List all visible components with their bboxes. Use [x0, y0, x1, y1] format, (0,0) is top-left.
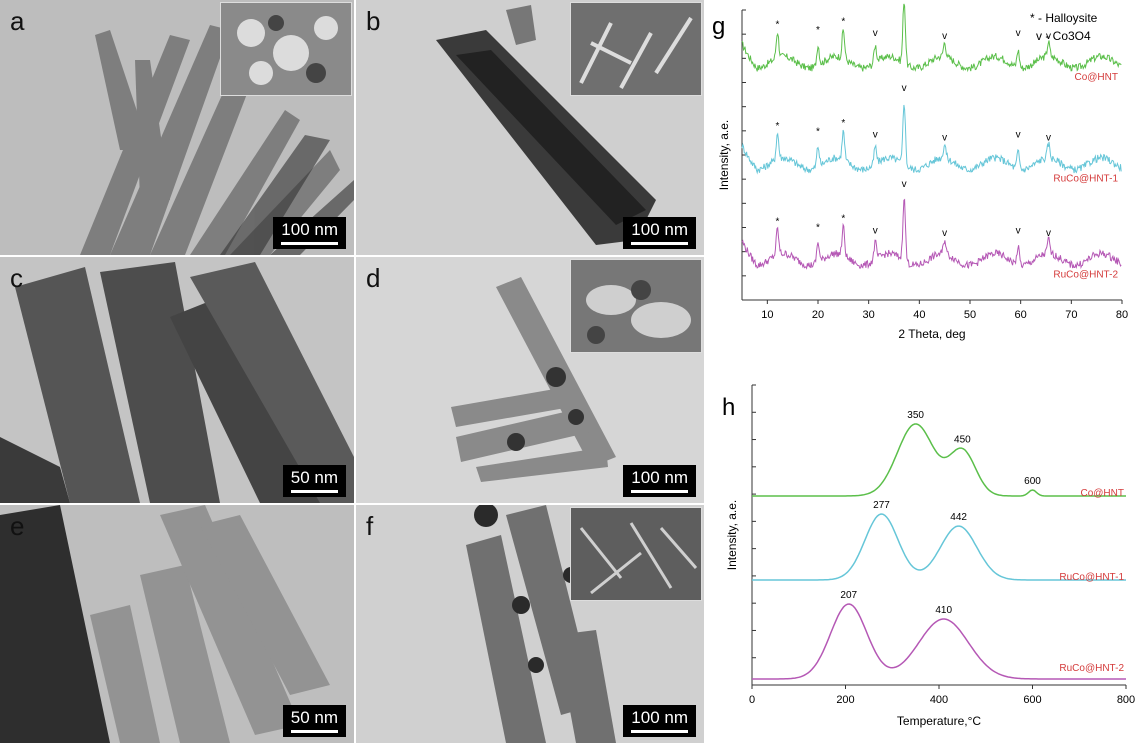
scalebar-f: 100 nm: [623, 705, 696, 737]
tpr-series-line: [752, 513, 1126, 581]
peak-marker: v: [1016, 225, 1021, 236]
series-label: RuCo@HNT-1: [1059, 572, 1124, 583]
micrograph-a: a 100 nm: [0, 0, 354, 255]
peak-marker: v: [1046, 133, 1051, 144]
scalebar-d: 100 nm: [623, 465, 696, 497]
peak-marker: v: [1046, 228, 1051, 239]
xrd-series-line: [741, 198, 1122, 270]
scalebar-e: 50 nm: [282, 705, 346, 737]
peak-label: 600: [1024, 476, 1041, 487]
series-label: Co@HNT: [1075, 72, 1119, 83]
peak-label: 277: [873, 500, 890, 511]
x-tick-label: 50: [964, 309, 976, 321]
peak-label: 442: [950, 512, 967, 523]
peak-marker: v: [873, 225, 878, 236]
x-tick-label: 0: [749, 694, 755, 706]
peak-marker: *: [776, 217, 780, 228]
x-tick-label: 800: [1117, 694, 1135, 706]
series-label: Co@HNT: [1081, 488, 1125, 499]
peak-marker: *: [841, 118, 845, 129]
peak-marker: *: [841, 17, 845, 28]
panel-label-h: h: [722, 394, 735, 421]
series-label: RuCo@HNT-2: [1059, 663, 1124, 674]
tpr-series-line: [752, 423, 1126, 497]
peak-label: 350: [907, 410, 924, 421]
micrograph-c: c 50 nm: [0, 257, 354, 503]
micrograph-f: f 100 nm: [356, 505, 704, 743]
micrograph-b: b 100 nm: [356, 0, 704, 255]
legend-halloysite: * - Halloysite: [1030, 11, 1098, 25]
xrd-series-line: [741, 3, 1122, 73]
tpr-chart: h 0 200 400 600 800 Temperature,°C Intensity, a…: [722, 384, 1135, 728]
x-tick-label: 30: [863, 309, 875, 321]
micrograph-c-image: [0, 257, 354, 503]
peak-marker: v: [873, 130, 878, 141]
x-tick-label: 70: [1065, 309, 1077, 321]
x-tick-label: 400: [930, 694, 948, 706]
xrd-series-line: [741, 104, 1122, 175]
sem-inset-f: [570, 507, 702, 601]
panel-label-e: e: [10, 511, 25, 541]
peak-marker: v: [942, 133, 947, 144]
y-axis-label: Intensity, a.e.: [725, 500, 739, 570]
panel-label-d: d: [366, 263, 381, 293]
peak-marker: *: [816, 222, 820, 233]
micrograph-e: e 50 nm: [0, 505, 354, 743]
sem-inset-a: [220, 2, 352, 96]
x-tick-label: 600: [1023, 694, 1041, 706]
sem-inset-d: [570, 259, 702, 353]
peak-marker: *: [776, 121, 780, 132]
peak-marker: v: [1046, 31, 1051, 42]
scalebar-a: 100 nm: [273, 217, 346, 249]
x-tick-label: 20: [812, 309, 824, 321]
tpr-series-line: [752, 603, 1126, 680]
peak-marker: *: [776, 19, 780, 30]
peak-marker: v: [902, 179, 907, 190]
peak-marker: v: [873, 28, 878, 39]
peak-marker: v: [942, 228, 947, 239]
x-tick-label: 60: [1015, 309, 1027, 321]
legend-co3o4: v - Co3O4: [1036, 29, 1091, 43]
micrograph-d: d 100 nm: [356, 257, 704, 503]
peak-marker: v: [902, 83, 907, 94]
panel-label-g: g: [712, 13, 725, 40]
peak-label: 207: [840, 590, 857, 601]
x-tick-label: 10: [761, 309, 773, 321]
scalebar-b: 100 nm: [623, 217, 696, 249]
micrograph-e-image: [0, 505, 354, 743]
panel-label-f: f: [366, 511, 374, 541]
x-tick-label: 40: [913, 309, 925, 321]
x-axis-label: Temperature,°C: [897, 714, 981, 728]
peak-marker: *: [816, 25, 820, 36]
panel-label-b: b: [366, 6, 381, 36]
xrd-chart: g 10 20 30 40 50 60 70 80 2 Theta, deg Intensity, …: [712, 3, 1128, 341]
panel-label-c: c: [10, 263, 23, 293]
peak-label: 410: [935, 605, 952, 616]
peak-marker: *: [816, 127, 820, 138]
x-tick-label: 200: [836, 694, 854, 706]
peak-marker: v: [1016, 28, 1021, 39]
x-tick-label: 80: [1116, 309, 1128, 321]
series-label: RuCo@HNT-1: [1053, 174, 1118, 185]
sem-inset-b: [570, 2, 702, 96]
peak-marker: *: [841, 214, 845, 225]
series-label: RuCo@HNT-2: [1053, 269, 1118, 280]
scalebar-c: 50 nm: [282, 465, 346, 497]
peak-label: 450: [954, 434, 971, 445]
panel-label-a: a: [10, 6, 25, 36]
peak-marker: v: [1016, 130, 1021, 141]
x-axis-label: 2 Theta, deg: [898, 327, 965, 341]
peak-marker: v: [942, 31, 947, 42]
y-axis-label: Intensity, a.e.: [717, 120, 731, 190]
